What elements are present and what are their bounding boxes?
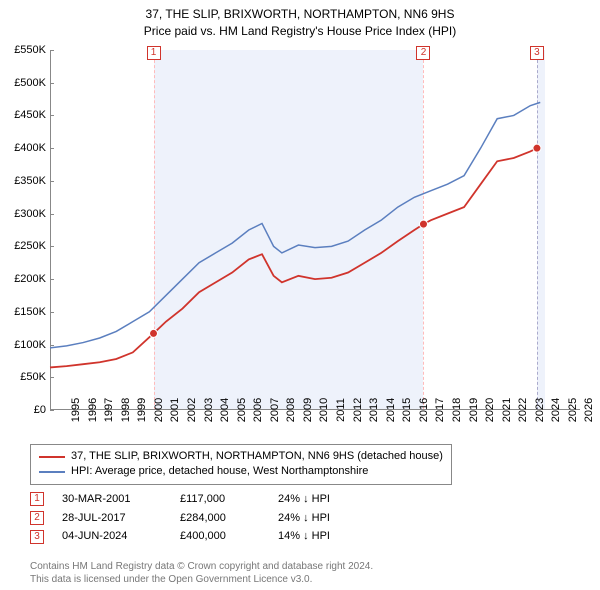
- series-marker: [150, 329, 158, 337]
- x-tick-label: 2027: [580, 398, 600, 422]
- y-tick-label: £500K: [14, 77, 50, 89]
- sale-row: 3 04-JUN-2024 £400,000 14% ↓ HPI: [30, 527, 358, 546]
- sale-date: 28-JUL-2017: [62, 509, 162, 528]
- sale-row: 2 28-JUL-2017 £284,000 24% ↓ HPI: [30, 509, 358, 528]
- series-marker: [419, 220, 427, 228]
- legend-swatch: [39, 456, 65, 458]
- y-tick-label: £250K: [14, 240, 50, 252]
- sale-diff: 14% ↓ HPI: [278, 527, 358, 546]
- sale-marker: 2: [30, 511, 44, 525]
- footer: Contains HM Land Registry data © Crown c…: [30, 560, 373, 586]
- title-block: 37, THE SLIP, BRIXWORTH, NORTHAMPTON, NN…: [0, 0, 600, 40]
- y-tick-label: £550K: [14, 44, 50, 56]
- chart-container: 37, THE SLIP, BRIXWORTH, NORTHAMPTON, NN…: [0, 0, 600, 590]
- footer-line-2: This data is licensed under the Open Gov…: [30, 573, 373, 586]
- sale-price: £400,000: [180, 527, 260, 546]
- title-line-2: Price paid vs. HM Land Registry's House …: [0, 23, 600, 40]
- series-line: [50, 148, 537, 367]
- footer-line-1: Contains HM Land Registry data © Crown c…: [30, 560, 373, 573]
- chart-svg: [50, 50, 580, 410]
- sale-price: £117,000: [180, 490, 260, 509]
- legend-swatch: [39, 471, 65, 473]
- sale-date: 30-MAR-2001: [62, 490, 162, 509]
- sale-marker: 1: [30, 492, 44, 506]
- legend-label: 37, THE SLIP, BRIXWORTH, NORTHAMPTON, NN…: [71, 449, 443, 464]
- y-tick-label: £50K: [20, 371, 50, 383]
- y-tick-label: £0: [34, 404, 50, 416]
- sale-diff: 24% ↓ HPI: [278, 490, 358, 509]
- sale-row: 1 30-MAR-2001 £117,000 24% ↓ HPI: [30, 490, 358, 509]
- series-marker: [533, 144, 541, 152]
- y-tick-label: £100K: [14, 339, 50, 351]
- legend-row: HPI: Average price, detached house, West…: [39, 464, 443, 479]
- legend-label: HPI: Average price, detached house, West…: [71, 464, 368, 479]
- y-tick-label: £400K: [14, 142, 50, 154]
- sale-diff: 24% ↓ HPI: [278, 509, 358, 528]
- series-line: [50, 102, 540, 347]
- sales-table: 1 30-MAR-2001 £117,000 24% ↓ HPI 2 28-JUL-201…: [30, 490, 358, 546]
- y-tick-label: £350K: [14, 175, 50, 187]
- y-tick-label: £200K: [14, 273, 50, 285]
- y-tick-label: £300K: [14, 208, 50, 220]
- title-line-1: 37, THE SLIP, BRIXWORTH, NORTHAMPTON, NN…: [0, 6, 600, 23]
- y-tick-label: £150K: [14, 306, 50, 318]
- y-tick-label: £450K: [14, 109, 50, 121]
- legend-row: 37, THE SLIP, BRIXWORTH, NORTHAMPTON, NN…: [39, 449, 443, 464]
- chart-plot-area: 123 £0£50K£100K£150K£200K£250K£300K£350K…: [50, 50, 580, 410]
- sale-date: 04-JUN-2024: [62, 527, 162, 546]
- sale-marker: 3: [30, 530, 44, 544]
- sale-price: £284,000: [180, 509, 260, 528]
- legend: 37, THE SLIP, BRIXWORTH, NORTHAMPTON, NN…: [30, 444, 452, 485]
